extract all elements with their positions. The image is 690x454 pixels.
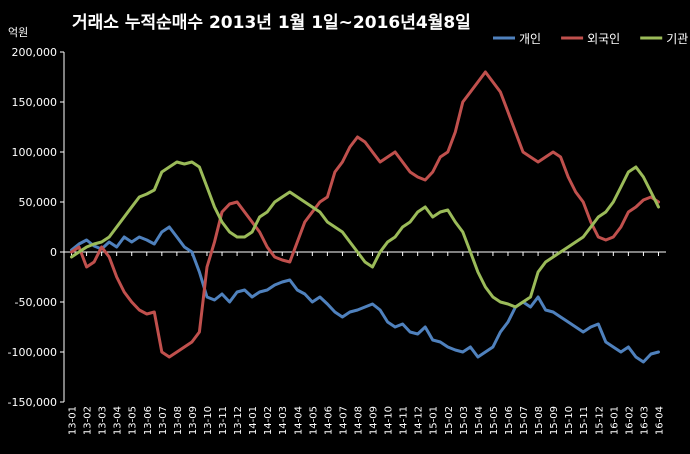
x-tick-label: 14-01 (248, 406, 259, 435)
x-tick-label: 16-04 (654, 406, 665, 435)
x-tick-label: 15-08 (534, 406, 545, 435)
x-tick-label: 15-09 (549, 406, 560, 435)
y-tick-label: 0 (50, 246, 57, 259)
legend-label: 개인 (519, 32, 541, 46)
x-tick-label: 15-03 (459, 406, 470, 435)
x-tick-label: 13-06 (143, 406, 154, 435)
series-line (70, 70, 660, 359)
x-tick-label: 14-12 (414, 406, 425, 435)
x-tick-label: 15-06 (504, 406, 515, 435)
x-tick-label: 13-07 (158, 406, 169, 435)
x-tick-label: 13-10 (203, 406, 214, 435)
x-tick-label: 15-02 (444, 406, 455, 435)
chart-title: 거래소 누적순매수 2013년 1월 1일~2016년4월8일 (72, 13, 471, 33)
x-tick-label: 13-03 (98, 406, 109, 435)
x-tick-label: 15-05 (489, 406, 500, 435)
x-tick-label: 14-04 (293, 406, 304, 435)
y-tick-label: -100,000 (8, 346, 57, 359)
x-tick-label: 16-01 (609, 406, 620, 435)
x-tick-label: 14-10 (384, 406, 395, 435)
x-tick-label: 15-12 (594, 406, 605, 435)
y-tick-label: -150,000 (8, 396, 57, 409)
x-tick-label: 14-07 (338, 406, 349, 435)
x-tick-label: 13-04 (113, 406, 124, 435)
y-axis-unit-label: 억원 (8, 26, 29, 39)
x-tick-label: 13-09 (188, 406, 199, 435)
legend-label: 외국인 (587, 32, 620, 46)
x-tick-label: 16-03 (639, 406, 650, 435)
x-tick-label: 14-06 (323, 406, 334, 435)
y-tick-label: 150,000 (12, 96, 58, 109)
x-tick-label: 14-08 (353, 406, 364, 435)
x-tick-label: 16-02 (624, 406, 635, 435)
x-tick-label: 13-02 (83, 406, 94, 435)
y-tick-label: -50,000 (15, 296, 57, 309)
x-tick-label: 13-11 (218, 406, 229, 435)
legend-label: 기관 (666, 32, 688, 46)
x-tick-label: 13-01 (68, 406, 79, 435)
x-tick-label: 14-09 (369, 406, 380, 435)
x-tick-label: 14-11 (399, 406, 410, 435)
x-tick-label: 15-07 (519, 406, 530, 435)
x-tick-label: 15-10 (564, 406, 575, 435)
x-tick-label: 14-02 (263, 406, 274, 435)
series-line (70, 225, 660, 364)
x-tick-label: 15-11 (579, 406, 590, 435)
x-tick-label: 14-05 (308, 406, 319, 435)
y-tick-label: 100,000 (12, 146, 58, 159)
series-line (70, 160, 660, 309)
x-tick-label: 13-05 (128, 406, 139, 435)
y-tick-label: 200,000 (12, 46, 58, 59)
x-tick-label: 13-08 (173, 406, 184, 435)
x-tick-label: 15-04 (474, 406, 485, 435)
x-tick-label: 15-01 (429, 406, 440, 435)
y-tick-label: 50,000 (19, 196, 58, 209)
x-tick-label: 13-12 (233, 406, 244, 435)
x-tick-label: 14-03 (278, 406, 289, 435)
